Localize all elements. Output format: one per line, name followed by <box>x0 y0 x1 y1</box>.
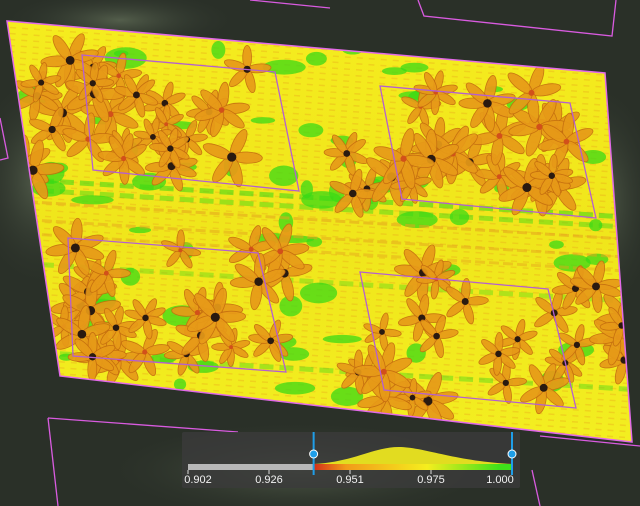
plant-rosette <box>487 361 527 404</box>
plant-rosette <box>329 168 379 218</box>
plant-rosette <box>445 277 489 325</box>
plot-outline-3 <box>67 237 287 373</box>
plant-rosette <box>419 314 459 358</box>
plant-rosette <box>534 289 578 333</box>
legend-tick-label: 0.975 <box>417 474 445 486</box>
plant-rosette <box>124 298 167 340</box>
color-scale-legend: 0.902 0.926 0.951 0.975 1.000 <box>182 432 520 488</box>
plant-rosette <box>413 70 458 116</box>
plant-rosette <box>228 225 276 271</box>
plant-rosette <box>415 259 456 300</box>
plant-rosette <box>497 318 538 361</box>
plant-rosette <box>20 62 62 103</box>
plant-rosette <box>149 127 190 169</box>
plant-rosette <box>202 129 263 188</box>
plot-outlines <box>67 54 597 409</box>
plant-rosette <box>187 287 246 345</box>
plant-rosette <box>84 249 131 297</box>
plant-rosette <box>529 154 574 197</box>
plant-rosette <box>570 260 623 313</box>
plant-rosette <box>114 74 159 118</box>
plant-rosette <box>373 128 435 190</box>
plant-rosette <box>45 217 105 276</box>
plant-rosette <box>248 319 294 362</box>
plot-outline-4 <box>359 271 577 409</box>
plant-rosette <box>558 324 598 366</box>
legend-handle-high[interactable] <box>507 432 517 475</box>
legend-color-bar <box>188 464 512 470</box>
plant-rosette <box>29 106 77 152</box>
legend-tick-label: 0.902 <box>184 474 212 486</box>
legend-histogram <box>313 447 512 464</box>
legend-handle-low[interactable] <box>309 432 319 475</box>
plant-rosette <box>194 81 250 138</box>
plant-rosette <box>161 229 202 269</box>
plot-outline-2 <box>379 85 597 219</box>
plant-rosette <box>229 252 286 311</box>
plant-rosette <box>508 99 571 157</box>
plant-rosette <box>93 306 138 350</box>
plant-rosette <box>478 332 521 376</box>
plant-rosette <box>353 342 413 403</box>
legend-tick-label: 0.926 <box>255 474 283 486</box>
plot-outline-1 <box>81 54 300 192</box>
plant-rosette <box>97 133 147 185</box>
legend-tick-label: 1.000 <box>486 474 514 486</box>
plant-rosette <box>520 363 570 415</box>
plant-rosette <box>323 132 369 176</box>
legend-tick-label: 0.951 <box>336 474 364 486</box>
plant-rosette <box>40 33 99 91</box>
plant-rosette <box>121 328 170 377</box>
